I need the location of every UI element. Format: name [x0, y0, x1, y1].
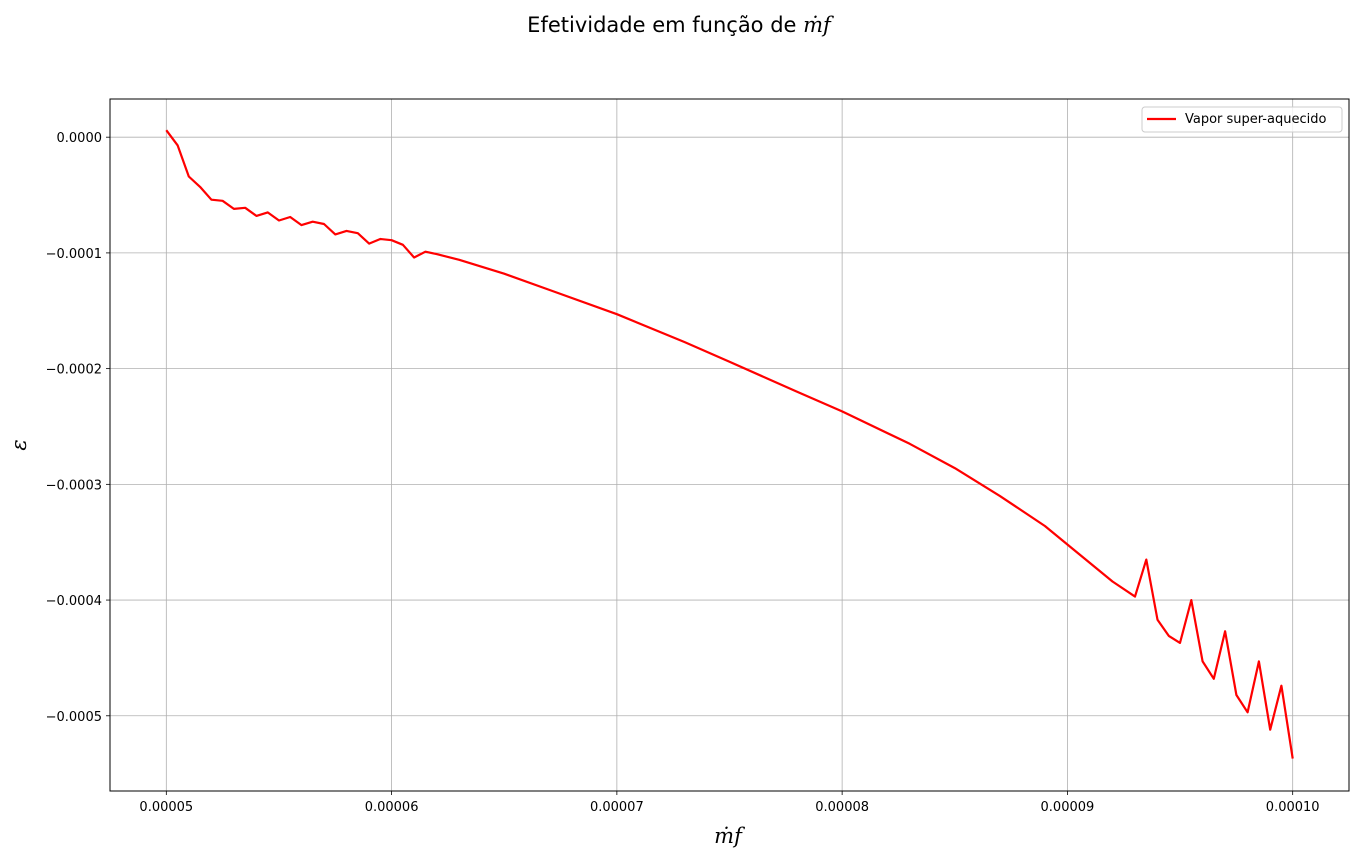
axis-ticks: 0.00005 0.00006 0.00007 0.00008 0.00009 0.000… — [46, 131, 1320, 815]
x-tick-label: 0.00007 — [590, 800, 644, 815]
x-tick-label: 0.00009 — [1041, 800, 1095, 815]
x-tick-label: 0.00008 — [815, 800, 869, 815]
chart-title-symbol: ṁf — [803, 13, 834, 37]
y-tick-label: 0.0000 — [57, 131, 103, 146]
chart-title: Efetividade em função de ṁf — [527, 13, 834, 37]
x-tick-label: 0.00005 — [139, 800, 193, 815]
y-tick-label: −0.0004 — [46, 594, 102, 609]
legend-box — [1141, 106, 1343, 133]
x-axis-label: ṁf — [714, 824, 745, 848]
x-tick-label: 0.00006 — [365, 800, 419, 815]
plot-series — [165, 129, 1294, 759]
grid-lines — [110, 99, 1349, 791]
legend-label: Vapor super-aquecido — [1185, 112, 1326, 127]
x-tick-label: 0.00010 — [1266, 800, 1320, 815]
plot-frame — [109, 98, 1350, 792]
chart-title-prefix: Efetividade em função de — [527, 13, 803, 37]
series-line — [165, 129, 1294, 759]
y-tick-label: −0.0002 — [46, 363, 102, 378]
legend: Vapor super-aquecido — [1141, 106, 1343, 133]
y-tick-label: −0.0001 — [46, 247, 102, 262]
y-tick-label: −0.0005 — [46, 710, 102, 725]
y-axis-label: ε — [7, 439, 31, 450]
y-tick-label: −0.0003 — [46, 478, 102, 493]
